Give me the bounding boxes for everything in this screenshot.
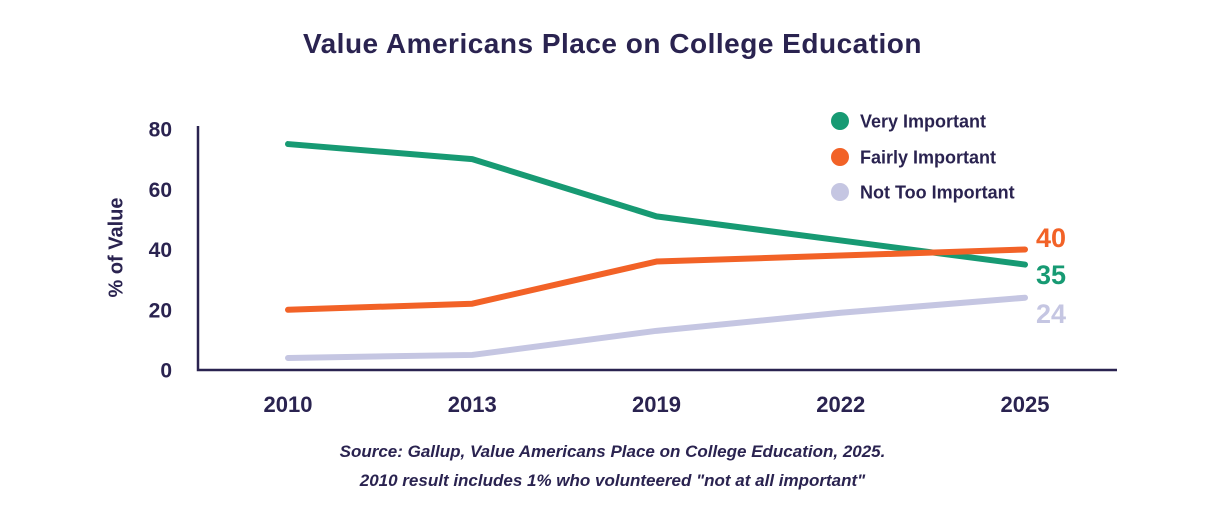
legend-label-fairly-important: Fairly Important	[860, 148, 996, 168]
end-label-very-important: 35	[1036, 260, 1066, 290]
end-label-fairly-important: 40	[1036, 223, 1066, 253]
legend-label-not-too-important: Not Too Important	[860, 183, 1015, 203]
x-tick-label: 2025	[1001, 392, 1050, 417]
x-tick-label: 2019	[632, 392, 681, 417]
legend-dot-not-too-important	[831, 183, 849, 201]
line-not-too-important	[285, 294, 1028, 361]
y-tick-label: 40	[149, 239, 172, 262]
source-line-2: 2010 result includes 1% who volunteered …	[359, 471, 866, 490]
line-fairly-important	[285, 246, 1028, 313]
chart-title: Value Americans Place on College Educati…	[302, 28, 923, 59]
end-label-not-too-important: 24	[1036, 299, 1066, 329]
legend-dot-fairly-important	[831, 148, 849, 166]
legend-dot-very-important	[831, 112, 849, 130]
y-tick-label: 20	[149, 299, 172, 322]
y-tick-label: 60	[149, 179, 172, 202]
x-tick-label: 2010	[264, 392, 313, 417]
y-tick-label: 80	[149, 119, 172, 142]
line-very-important	[285, 141, 1028, 268]
y-tick-label: 0	[160, 360, 172, 383]
x-tick-label: 2013	[448, 392, 497, 417]
source-note: Source: Gallup, Value Americans Place on…	[0, 437, 1225, 495]
legend-label-very-important: Very Important	[860, 112, 986, 132]
axis-lines	[196, 126, 1117, 372]
source-line-1: Source: Gallup, Value Americans Place on…	[339, 442, 886, 461]
x-tick-label: 2022	[816, 392, 865, 417]
